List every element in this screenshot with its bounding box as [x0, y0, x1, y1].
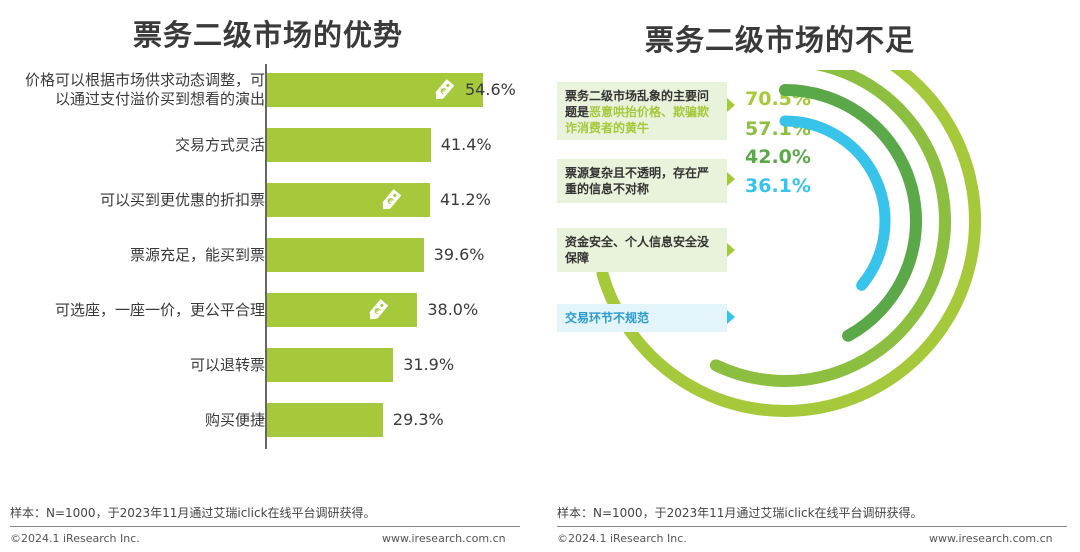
left-copyright: ©2024.1 iResearch Inc. — [10, 532, 140, 545]
radial-value-label: 42.0% — [745, 146, 811, 168]
bar-category-label: 交易方式灵活 — [174, 135, 265, 154]
bar-1 — [267, 128, 431, 162]
right-sample-note: 样本：N=1000，于2023年11月通过艾瑞iclick在线平台调研获得。 — [557, 506, 923, 520]
card-security-arrow — [727, 243, 735, 257]
bar-category-label: 价格可以根据市场供求动态调整，可 以通过支付溢价买到想看的演出 — [24, 71, 265, 108]
radial-arc-0 — [596, 70, 981, 417]
radial-arc-3 — [779, 115, 891, 291]
price-tag-icon: € — [365, 297, 391, 323]
bar-4 — [267, 293, 418, 327]
radial-arc-2 — [779, 84, 922, 342]
price-tag-icon: € — [431, 77, 457, 103]
right-footer-divider — [557, 526, 1067, 527]
bar-category-label: 可以买到更优惠的折扣票 — [99, 190, 265, 209]
bar-2 — [267, 183, 430, 217]
shortcomings-radial-chart: 70.5%57.1%42.0%36.1% — [596, 70, 981, 417]
right-chart-title: 票务二级市场的不足 — [645, 23, 916, 57]
card-opaque-sources: 票源复杂且不透明，存在严重的信息不对称 — [557, 159, 727, 203]
right-website: www.iresearch.com.cn — [929, 532, 1053, 545]
left-website: www.iresearch.com.cn — [382, 532, 506, 545]
bar-value-label: 39.6% — [433, 245, 485, 264]
bar-value-label: 29.3% — [392, 410, 444, 429]
svg-text:€: € — [384, 195, 395, 206]
radial-value-label: 36.1% — [745, 175, 811, 197]
card-security: 资金安全、个人信息安全没保障 — [557, 228, 727, 272]
bar-category-label: 票源充足，能买到票 — [129, 245, 265, 264]
card-opaque-sources-arrow — [727, 172, 735, 186]
bar-value-label: 38.0% — [427, 300, 479, 319]
bar-value-label: 54.6% — [465, 80, 516, 99]
bar-category-label: 可选座，一座一价，更公平合理 — [54, 300, 265, 319]
right-copyright: ©2024.1 iResearch Inc. — [557, 532, 687, 545]
radial-arc-1 — [709, 70, 951, 387]
left-sample-note: 样本：N=1000，于2023年11月通过艾瑞iclick在线平台调研获得。 — [10, 506, 376, 520]
bar-value-label: 41.4% — [440, 135, 492, 154]
svg-text:€: € — [372, 305, 383, 316]
bar-6 — [267, 403, 383, 437]
card-scalpers-arrow — [727, 98, 735, 112]
bar-5 — [267, 348, 394, 382]
left-footer-divider — [10, 526, 520, 527]
bar-value-label: 31.9% — [403, 355, 455, 374]
card-irregular-trade-arrow — [727, 310, 735, 324]
y-axis-line — [265, 64, 267, 449]
left-chart-title: 票务二级市场的优势 — [133, 18, 404, 52]
bar-category-label: 购买便捷 — [204, 410, 265, 429]
card-scalpers: 票务二级市场乱象的主要问题是恶意哄抬价格、欺骗欺诈消费者的黄牛 — [557, 82, 727, 140]
bar-3 — [267, 238, 424, 272]
card-irregular-trade: 交易环节不规范 — [557, 304, 727, 332]
svg-text:€: € — [437, 85, 448, 96]
bar-value-label: 41.2% — [439, 190, 491, 209]
bar-category-label: 可以退转票 — [189, 355, 265, 374]
price-tag-icon: € — [378, 187, 404, 213]
